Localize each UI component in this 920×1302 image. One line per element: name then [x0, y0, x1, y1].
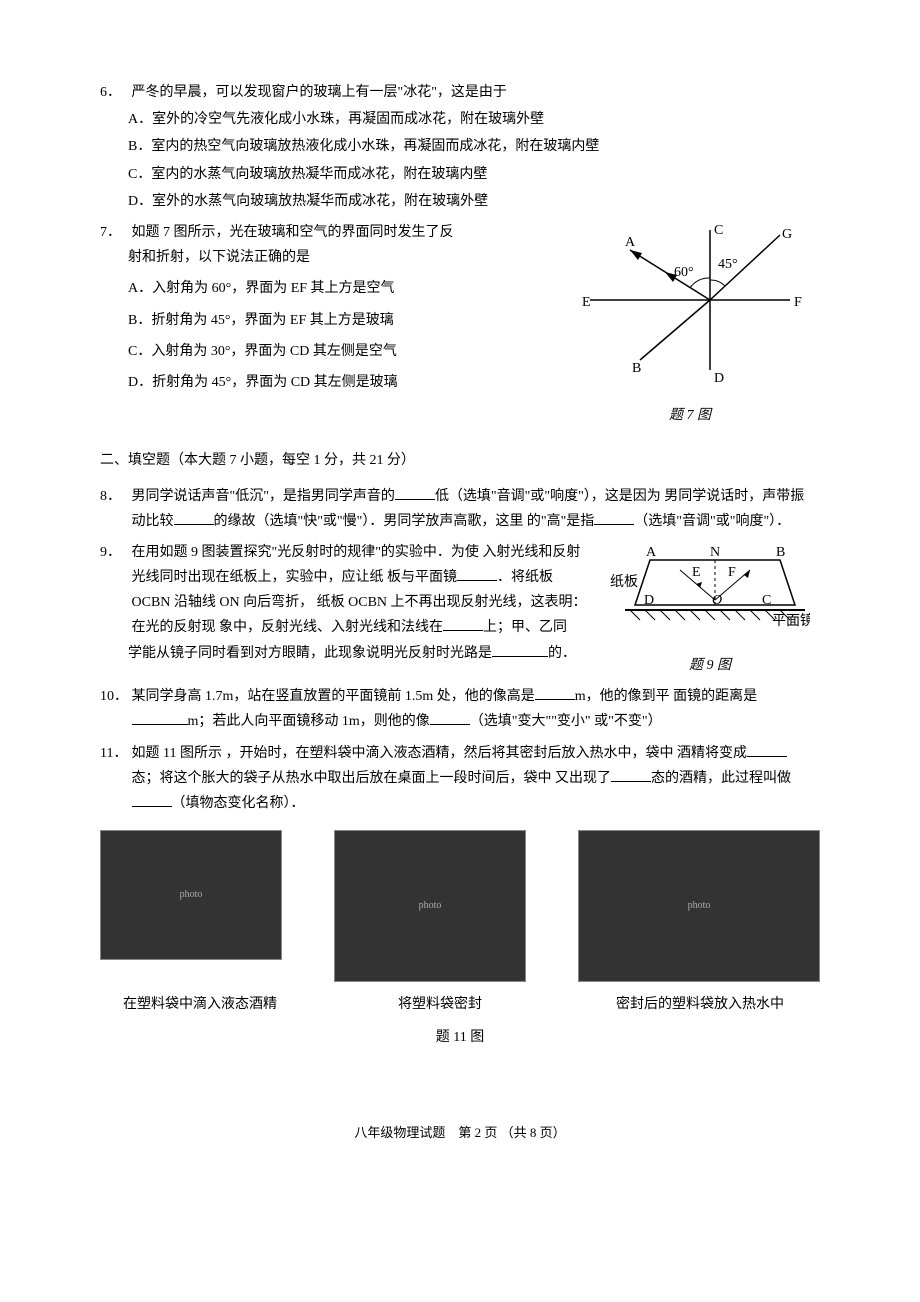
q11-photo-3: photo — [578, 830, 820, 982]
q9-blank-3 — [492, 642, 548, 657]
q7-label-d: D — [714, 371, 724, 386]
q11-photo-2: photo — [334, 830, 526, 982]
q9-t7: 上；甲、乙同 — [483, 620, 567, 635]
question-6: 6． 严冬的早晨，可以发现窗户的玻璃上有一层"冰花"，这是由于 A．室外的冷空气… — [100, 80, 820, 214]
q9-blank-2 — [443, 616, 483, 631]
section-2-title: 二、填空题（本大题 7 小题，每空 1 分，共 21 分） — [100, 448, 820, 473]
q11-caption-row: 在塑料袋中滴入液态酒精 将塑料袋密封 密封后的塑料袋放入热水中 — [100, 992, 820, 1017]
q7-option-c: C．入射角为 30°，界面为 CD 其左侧是空气 — [128, 339, 560, 364]
q8-number: 8． — [100, 484, 128, 509]
q11-fig-caption: 题 11 图 — [100, 1025, 820, 1050]
q10-t4: m；若此人向平面镜移动 1m，则他的像 — [188, 714, 430, 729]
q9-body: 在用如题 9 图装置探究"光反射时的规律"的实验中．为使 入射光线和反射光线同时… — [132, 540, 592, 641]
page-footer: 八年级物理试题 第 2 页 （共 8 页） — [100, 1121, 820, 1144]
q11-t4: 又出现了 — [555, 771, 611, 786]
q10-blank-1 — [535, 685, 575, 700]
q8-body: 男同学说话声音"低沉"，是指男同学声音的低（选填"音调"或"响度"），这是因为 … — [132, 484, 812, 534]
q11-caption-1: 在塑料袋中滴入液态酒精 — [100, 992, 300, 1017]
q9-t6: 象中，反射光线、入射光线和法线在 — [219, 620, 443, 635]
q11-t1: 如题 11 图所示 ，开始时，在塑料袋中滴入液态酒精，然后将其密封后放入热水中，… — [132, 746, 674, 761]
q11-t3: 态；将这个胀大的袋子从热水中取出后放在桌面上一段时间后，袋中 — [132, 771, 552, 786]
q7-option-b: B．折射角为 45°，界面为 EF 其上方是玻璃 — [128, 308, 560, 333]
q6-option-b: B．室内的热空气向玻璃放热液化成小水珠，再凝固而成冰花，附在玻璃内壁 — [100, 134, 820, 159]
q11-blank-3 — [132, 792, 172, 807]
q11-caption-2: 将塑料袋密封 — [345, 992, 535, 1017]
q7-label-g: G — [782, 227, 792, 242]
q8-t5: 的"高"是指 — [527, 514, 594, 529]
q8-t6: （选填"音调"或"响度"）． — [634, 514, 790, 529]
q6-number: 6． — [100, 80, 128, 105]
q10-t6: 或"不变"） — [594, 714, 661, 729]
q9-label-a: A — [646, 545, 657, 560]
q10-number: 10． — [100, 684, 128, 709]
q8-t4: 的缘故（选填"快"或"慢"）．男同学放声高歌，这里 — [214, 514, 524, 529]
q9-label-c: C — [762, 593, 771, 608]
q10-t5: （选填"变大""变小" — [470, 714, 591, 729]
question-8: 8． 男同学说话声音"低沉"，是指男同学声音的 低（选填"音调"或"响度"），这是… — [100, 484, 820, 534]
q7-label-c: C — [714, 223, 723, 238]
q7-caption: 题 7 图 — [560, 403, 820, 428]
q9-t9: 的． — [548, 646, 576, 661]
q6-stem: 严冬的早晨，可以发现窗户的玻璃上有一层"冰花"，这是由于 — [132, 80, 812, 105]
q7-label-e: E — [582, 295, 591, 310]
q11-t6: （填物态变化名称）． — [172, 796, 305, 811]
q9-mirror-label: 平面镜 — [772, 613, 810, 629]
q9-t8: 学能从镜子同时看到对方眼睛，此现象说明光反射时光路是 — [128, 646, 492, 661]
question-9: 9． 在用如题 9 图装置探究"光反射时的规律"的实验中．为使 入射光线和反射光… — [100, 540, 820, 678]
q7-number: 7． — [100, 220, 128, 245]
q8-t2: 低（选填"音调"或"响度"），这是因为 — [435, 489, 661, 504]
q7-option-a: A．入射角为 60°，界面为 EF 其上方是空气 — [128, 276, 560, 301]
q7-angle-45: 45° — [718, 257, 738, 272]
q7-stem-line2: 射和折射，以下说法正确的是 — [100, 245, 560, 270]
q7-angle-60: 60° — [674, 265, 694, 280]
q7-diagram: A B C D E F G 60° 45° — [570, 220, 810, 390]
q9-side-label: 纸板 — [610, 574, 638, 590]
q9-label-d: D — [644, 593, 654, 608]
q10-body: 某同学身高 1.7m，站在竖直放置的平面镜前 1.5m 处，他的像高是 m，他的像… — [132, 684, 812, 734]
q10-blank-2 — [132, 710, 188, 725]
q10-t3: 面镜的距离是 — [673, 689, 757, 704]
q10-blank-3 — [430, 710, 470, 725]
q9-t1: 在用如题 9 图装置探究"光反射时的规律"的实验中．为使 — [132, 545, 479, 560]
q7-label-f: F — [794, 295, 802, 310]
q11-t2: 酒精将变成 — [677, 746, 747, 761]
q7-label-b: B — [632, 361, 641, 376]
q8-t1: 男同学说话声音"低沉"，是指男同学声音的 — [132, 489, 395, 504]
q9-label-b: B — [776, 545, 785, 560]
q11-photo-1: photo — [100, 830, 282, 960]
q11-blank-2 — [611, 767, 651, 782]
q6-option-a: A．室外的冷空气先液化成小水珠，再凝固而成冰花，附在玻璃外壁 — [100, 107, 820, 132]
q7-stem-line1: 如题 7 图所示，光在玻璃和空气的界面同时发生了反 — [132, 220, 532, 245]
q11-blank-1 — [747, 742, 787, 757]
q7-option-d: D．折射角为 45°，界面为 CD 其左侧是玻璃 — [128, 370, 560, 395]
q6-option-c: C．室内的水蒸气向玻璃放热凝华而成冰花，附在玻璃内壁 — [100, 162, 820, 187]
q9-caption: 题 9 图 — [600, 653, 820, 678]
q11-number: 11． — [100, 741, 128, 766]
q8-blank-2 — [174, 510, 214, 525]
q8-blank-1 — [395, 485, 435, 500]
q11-caption-3: 密封后的塑料袋放入热水中 — [580, 992, 820, 1017]
question-11: 11． 如题 11 图所示 ，开始时，在塑料袋中滴入液态酒精，然后将其密封后放入… — [100, 741, 820, 1051]
question-7: 7． 如题 7 图所示，光在玻璃和空气的界面同时发生了反 射和折射，以下说法正确… — [100, 220, 820, 428]
q10-t2: m，他的像到平 — [575, 689, 670, 704]
q7-label-a: A — [625, 235, 636, 250]
q8-blank-3 — [594, 510, 634, 525]
q9-diagram: A N B E F D O C 纸板 平面镜 — [610, 540, 810, 640]
q11-t5: 态的酒精，此过程叫做 — [651, 771, 791, 786]
q6-option-d: D．室外的水蒸气向玻璃放热凝华而成冰花，附在玻璃外壁 — [100, 189, 820, 214]
q11-body: 如题 11 图所示 ，开始时，在塑料袋中滴入液态酒精，然后将其密封后放入热水中，… — [132, 741, 812, 817]
q9-number: 9． — [100, 540, 128, 565]
q10-t1: 某同学身高 1.7m，站在竖直放置的平面镜前 1.5m 处，他的像高是 — [132, 689, 535, 704]
q9-label-f: F — [728, 565, 736, 580]
q9-label-e: E — [692, 565, 701, 580]
q9-label-o: O — [712, 593, 722, 608]
q9-blank-1 — [457, 566, 497, 581]
q9-t3: 板与平面镜 — [387, 570, 457, 585]
q11-photo-row: photo photo photo — [100, 830, 820, 982]
q9-label-n: N — [710, 545, 720, 560]
question-10: 10． 某同学身高 1.7m，站在竖直放置的平面镜前 1.5m 处，他的像高是 m… — [100, 684, 820, 734]
